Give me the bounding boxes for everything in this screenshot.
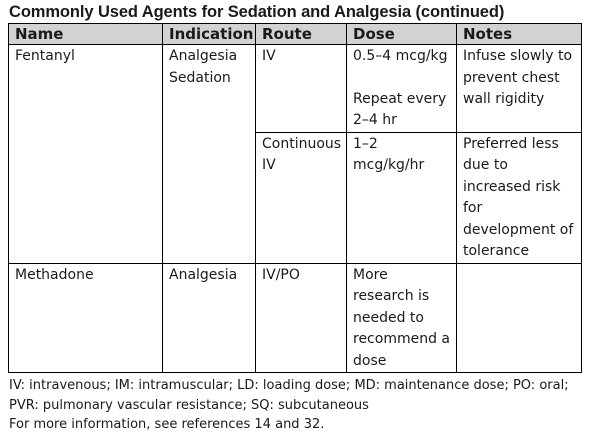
abbreviations-footnote: IV: intravenous; IM: intramuscular; LD: … xyxy=(9,378,569,413)
header-indication: Indication xyxy=(162,23,256,45)
agents-table: Name Indication Route Dose Notes Fentany… xyxy=(8,23,582,373)
cell-route: IV/PO xyxy=(255,262,347,373)
cell-indication: Analgesia xyxy=(162,262,256,373)
table-row-fentanyl-continuous: Continuous IV 1–2 mcg/kg/hr Preferred le… xyxy=(9,131,582,264)
cell-drug-name: Fentanyl xyxy=(8,44,163,264)
table-row-fentanyl-iv: Fentanyl Analgesia Sedation IV 0.5–4 mcg… xyxy=(8,44,582,264)
dose-spacer xyxy=(353,68,452,89)
table-title: Commonly Used Agents for Sedation and An… xyxy=(9,3,505,21)
indication-line: Analgesia xyxy=(169,48,238,64)
table-row-methadone: Methadone Analgesia IV/PO More research … xyxy=(8,262,582,373)
cell-notes xyxy=(456,262,582,373)
cell-route: IV xyxy=(255,44,347,133)
cell-drug-name: Methadone xyxy=(8,262,163,373)
indication-line: Sedation xyxy=(169,69,231,86)
header-name: Name xyxy=(8,23,163,45)
cell-notes: Infuse slowly to prevent chest wall rigi… xyxy=(456,44,582,133)
dose-line: 0.5–4 mcg/kg xyxy=(353,48,448,64)
cell-dose: 0.5–4 mcg/kg Repeat every 2–4 hr xyxy=(346,44,457,133)
dose-line: Repeat every 2–4 hr xyxy=(353,90,447,129)
cell-indication: Analgesia Sedation xyxy=(162,44,256,264)
cell-dose: 1–2 mcg/kg/hr xyxy=(346,131,457,264)
cell-route: Continuous IV xyxy=(255,131,347,264)
header-dose: Dose xyxy=(346,23,457,45)
table-header-row: Name Indication Route Dose Notes xyxy=(8,23,582,45)
header-notes: Notes xyxy=(456,23,582,45)
header-route: Route xyxy=(255,23,347,45)
cell-notes: Preferred less due to increased risk for… xyxy=(456,131,582,264)
references-footnote: For more information, see references 14 … xyxy=(9,417,325,432)
cell-dose: More research is needed to recommend a d… xyxy=(346,262,457,373)
